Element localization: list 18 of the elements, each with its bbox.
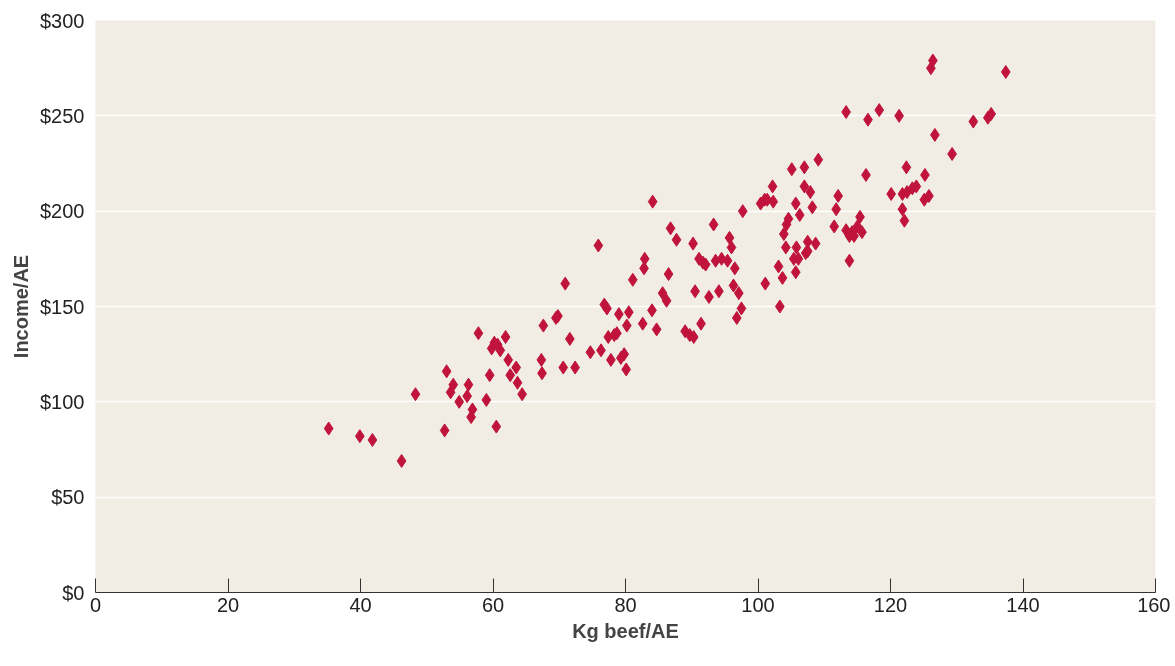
y-tick-label: $250: [40, 104, 85, 127]
x-tick-label: 120: [873, 593, 908, 616]
x-tick-label: 160: [1137, 593, 1171, 616]
x-tick-label: 20: [216, 593, 240, 616]
x-tick-label: 60: [481, 593, 505, 616]
x-tick-label: 0: [89, 593, 102, 616]
y-tick-label: $150: [40, 295, 85, 318]
x-tick-label: 140: [1006, 593, 1040, 616]
x-tick-label: 80: [614, 593, 637, 616]
y-tick-label: $50: [51, 486, 85, 509]
x-tick-label: 40: [349, 593, 372, 616]
y-tick-label: $0: [62, 581, 85, 604]
y-axis-title: Income/AE: [10, 254, 33, 359]
y-tick-label: $300: [40, 9, 85, 32]
y-tick-label: $200: [40, 200, 85, 223]
x-axis-title: Kg beef/AE: [572, 619, 679, 642]
y-tick-label: $100: [40, 390, 85, 413]
x-tick-label: 100: [741, 593, 775, 616]
